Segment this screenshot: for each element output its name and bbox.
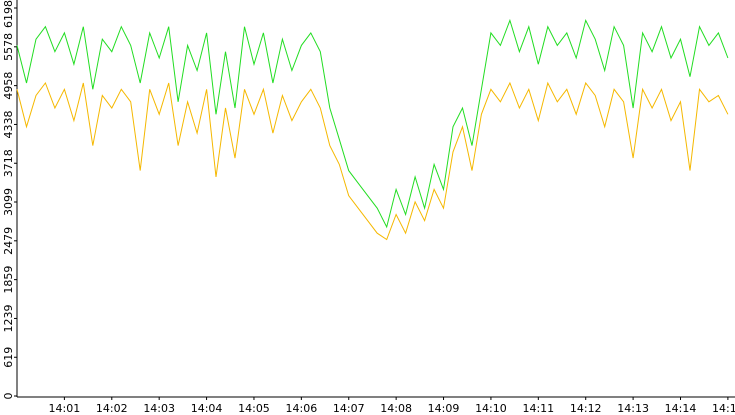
x-tick-label: 14:04 [191,402,223,415]
y-tick-label: 6198 [2,0,15,28]
y-tick-label: 1239 [2,304,15,332]
y-tick-label: 0 [2,393,15,400]
x-tick-label: 14:05 [238,402,270,415]
y-tick-label: 4958 [2,72,15,100]
y-tick-label: 2479 [2,227,15,255]
x-tick-label: 14:15 [712,402,735,415]
y-tick-label: 3718 [2,149,15,177]
x-tick-label: 14:03 [143,402,175,415]
data-line [16,81,729,241]
y-tick-label: 619 [2,347,15,368]
x-tick-label: 14:08 [380,402,412,415]
y-tick-label: 5578 [2,33,15,61]
x-tick-label: 14:07 [333,402,365,415]
x-tick-label: 14:02 [96,402,128,415]
x-tick-label: 14:13 [617,402,649,415]
x-tick-label: 14:14 [665,402,697,415]
x-tick-label: 14:01 [49,402,81,415]
x-tick-label: 14:06 [286,402,318,415]
y-tick-label: 3099 [2,188,15,216]
y-tick-label: 4338 [2,110,15,138]
x-tick-label: 14:09 [428,402,460,415]
x-tick-label: 14:10 [475,402,507,415]
data-line [16,18,729,229]
y-tick-label: 1859 [2,266,15,294]
x-tick-label: 14:11 [522,402,554,415]
x-tick-label: 14:12 [570,402,602,415]
